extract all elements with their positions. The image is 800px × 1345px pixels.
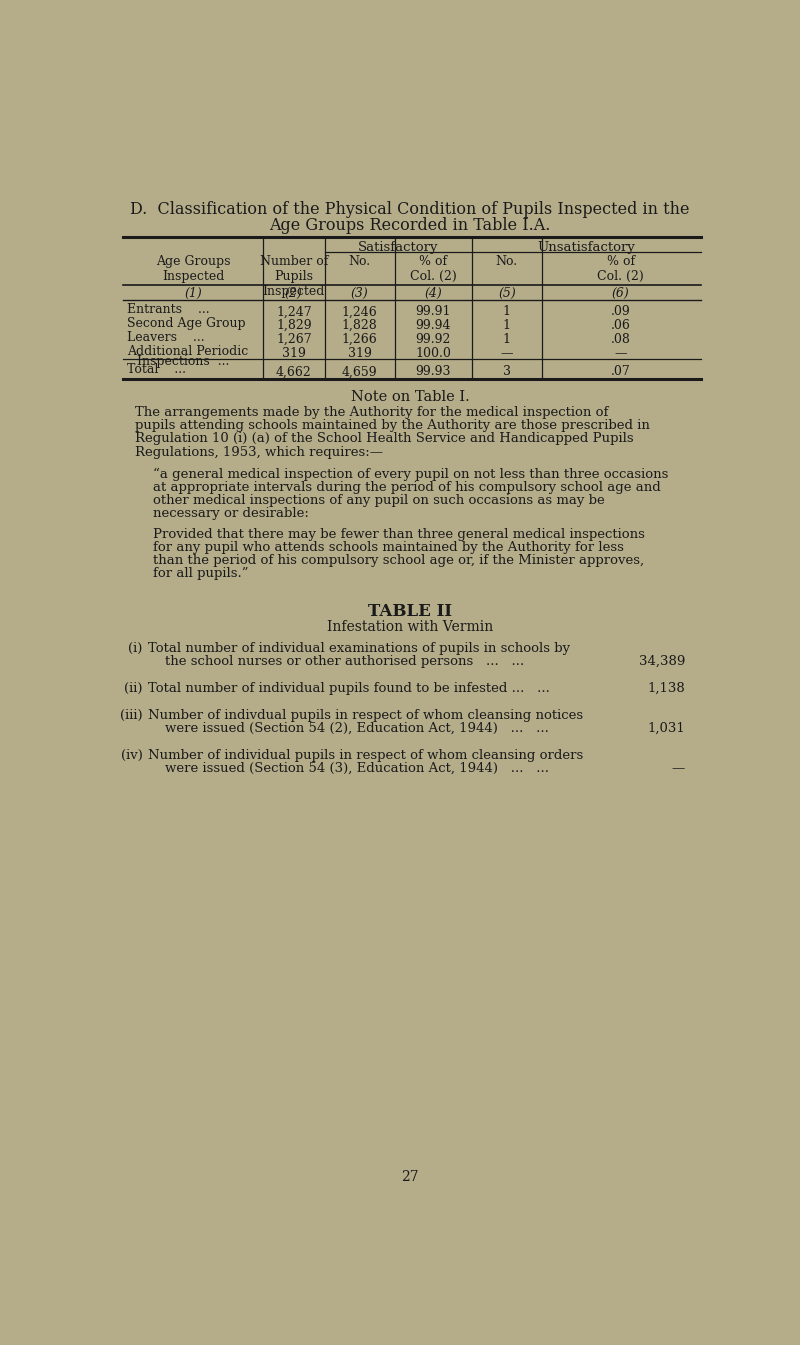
Text: 1,267: 1,267	[276, 334, 311, 346]
Text: 1,247: 1,247	[276, 305, 311, 319]
Text: 27: 27	[401, 1170, 419, 1184]
Text: Note on Table I.: Note on Table I.	[350, 390, 470, 403]
Text: Number of individual pupils in respect of whom cleansing orders: Number of individual pupils in respect o…	[148, 749, 583, 761]
Text: for all pupils.”: for all pupils.”	[153, 568, 248, 580]
Text: 1: 1	[503, 334, 511, 346]
Text: Regulation 10 (i) (a) of the School Health Service and Handicapped Pupils: Regulation 10 (i) (a) of the School Heal…	[135, 433, 634, 445]
Text: 1: 1	[503, 305, 511, 319]
Text: (3): (3)	[350, 286, 369, 300]
Text: for any pupil who attends schools maintained by the Authority for less: for any pupil who attends schools mainta…	[153, 541, 623, 554]
Text: (6): (6)	[612, 286, 630, 300]
Text: 3: 3	[503, 366, 511, 378]
Text: Leavers    ...: Leavers ...	[127, 331, 205, 344]
Text: (1): (1)	[184, 286, 202, 300]
Text: (ii): (ii)	[124, 682, 142, 695]
Text: Number of indivdual pupils in respect of whom cleansing notices: Number of indivdual pupils in respect of…	[148, 709, 583, 722]
Text: The arrangements made by the Authority for the medical inspection of: The arrangements made by the Authority f…	[135, 406, 608, 420]
Text: Total number of individual examinations of pupils in schools by: Total number of individual examinations …	[148, 642, 570, 655]
Text: No.: No.	[349, 254, 370, 268]
Text: Second Age Group: Second Age Group	[127, 317, 246, 330]
Text: .08: .08	[611, 334, 630, 346]
Text: .07: .07	[611, 366, 630, 378]
Text: 319: 319	[348, 347, 371, 360]
Text: necessary or desirable:: necessary or desirable:	[153, 507, 309, 521]
Text: 1,138: 1,138	[647, 682, 685, 695]
Text: Provided that there may be fewer than three general medical inspections: Provided that there may be fewer than th…	[153, 529, 645, 541]
Text: —: —	[614, 347, 627, 360]
Text: 1,828: 1,828	[342, 319, 378, 332]
Text: (2): (2)	[285, 286, 302, 300]
Text: at appropriate intervals during the period of his compulsory school age and: at appropriate intervals during the peri…	[153, 482, 661, 494]
Text: (iii): (iii)	[120, 709, 142, 722]
Text: % of
Col. (2): % of Col. (2)	[410, 254, 457, 282]
Text: (i): (i)	[128, 642, 142, 655]
Text: 4,659: 4,659	[342, 366, 378, 378]
Text: .06: .06	[611, 319, 630, 332]
Text: Total number of individual pupils found to be infested ...   ...: Total number of individual pupils found …	[148, 682, 550, 695]
Text: (4): (4)	[424, 286, 442, 300]
Text: .09: .09	[611, 305, 630, 319]
Text: 319: 319	[282, 347, 306, 360]
Text: (5): (5)	[498, 286, 516, 300]
Text: % of
Col. (2): % of Col. (2)	[598, 254, 644, 282]
Text: 1,266: 1,266	[342, 334, 378, 346]
Text: pupils attending schools maintained by the Authority are those prescribed in: pupils attending schools maintained by t…	[135, 420, 650, 432]
Text: Unsatisfactory: Unsatisfactory	[537, 241, 635, 254]
Text: —: —	[672, 763, 685, 775]
Text: —: —	[501, 347, 513, 360]
Text: Satisfactory: Satisfactory	[358, 241, 438, 254]
Text: were issued (Section 54 (2), Education Act, 1944)   ...   ...: were issued (Section 54 (2), Education A…	[148, 722, 549, 734]
Text: other medical inspections of any pupil on such occasions as may be: other medical inspections of any pupil o…	[153, 494, 605, 507]
Text: 1,031: 1,031	[647, 722, 685, 734]
Text: Total    ...: Total ...	[127, 363, 186, 377]
Text: Regulations, 1953, which requires:—: Regulations, 1953, which requires:—	[135, 445, 383, 459]
Text: No.: No.	[496, 254, 518, 268]
Text: Entrants    ...: Entrants ...	[127, 303, 210, 316]
Text: 99.91: 99.91	[415, 305, 451, 319]
Text: Additional Periodic: Additional Periodic	[127, 344, 248, 358]
Text: than the period of his compulsory school age or, if the Minister approves,: than the period of his compulsory school…	[153, 554, 644, 568]
Text: 100.0: 100.0	[415, 347, 451, 360]
Text: (iv): (iv)	[121, 749, 142, 761]
Text: 4,662: 4,662	[276, 366, 312, 378]
Text: Infestation with Vermin: Infestation with Vermin	[327, 620, 493, 635]
Text: 1: 1	[503, 319, 511, 332]
Text: Number of
Pupils
Inspected: Number of Pupils Inspected	[259, 254, 328, 297]
Text: TABLE II: TABLE II	[368, 604, 452, 620]
Text: were issued (Section 54 (3), Education Act, 1944)   ...   ...: were issued (Section 54 (3), Education A…	[148, 763, 549, 775]
Text: 99.93: 99.93	[415, 366, 451, 378]
Text: D.  Classification of the Physical Condition of Pupils Inspected in the: D. Classification of the Physical Condit…	[130, 202, 690, 218]
Text: the school nurses or other authorised persons   ...   ...: the school nurses or other authorised pe…	[148, 655, 524, 668]
Text: Age Groups Recorded in Table I.A.: Age Groups Recorded in Table I.A.	[270, 217, 550, 234]
Text: Age Groups
Inspected: Age Groups Inspected	[156, 254, 230, 282]
Text: 1,829: 1,829	[276, 319, 311, 332]
Text: “a general medical inspection of every pupil on not less than three occasions: “a general medical inspection of every p…	[153, 468, 668, 482]
Text: 34,389: 34,389	[638, 655, 685, 668]
Text: 99.94: 99.94	[415, 319, 451, 332]
Text: 1,246: 1,246	[342, 305, 378, 319]
Text: 99.92: 99.92	[415, 334, 451, 346]
Text: Inspections  ...: Inspections ...	[138, 355, 230, 367]
